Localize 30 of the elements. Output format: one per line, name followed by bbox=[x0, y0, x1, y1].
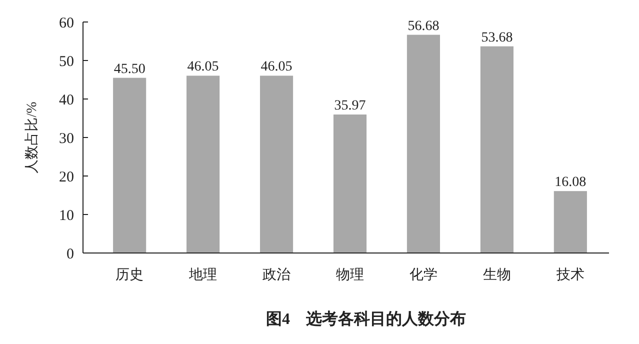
x-tick-label: 化学 bbox=[409, 267, 438, 283]
bar bbox=[186, 76, 220, 253]
data-label: 53.68 bbox=[481, 30, 513, 46]
x-tick-label: 生物 bbox=[482, 267, 511, 283]
x-tick-label: 技术 bbox=[555, 267, 584, 283]
bar bbox=[333, 114, 367, 253]
bar bbox=[480, 46, 514, 253]
data-label: 46.05 bbox=[260, 60, 292, 75]
data-label: 56.68 bbox=[408, 18, 440, 34]
bar bbox=[406, 34, 440, 253]
y-tick-label: 60 bbox=[59, 15, 74, 32]
y-tick-label: 0 bbox=[66, 246, 74, 262]
bar bbox=[113, 78, 146, 253]
text: 图4 选考各科目的人数分布 bbox=[266, 310, 466, 328]
bar bbox=[260, 76, 294, 253]
data-label: 46.05 bbox=[187, 60, 219, 75]
x-tick-label: 物理 bbox=[336, 267, 364, 283]
y-tick-label: 40 bbox=[59, 92, 74, 108]
x-tick-label: 历史 bbox=[116, 267, 144, 283]
y-tick-label: 30 bbox=[59, 130, 74, 147]
y-tick-label: 50 bbox=[59, 54, 74, 70]
data-label: 16.08 bbox=[554, 175, 586, 190]
data-label: 35.97 bbox=[334, 98, 366, 114]
y-axis-title: 人数占比/% bbox=[24, 101, 40, 174]
x-tick-label: 地理 bbox=[188, 267, 218, 283]
y-tick-label: 10 bbox=[59, 208, 74, 224]
y-tick-label: 20 bbox=[59, 169, 74, 186]
bar bbox=[554, 191, 587, 253]
data-label: 45.50 bbox=[114, 62, 146, 77]
x-tick-label: 政治 bbox=[262, 267, 291, 283]
